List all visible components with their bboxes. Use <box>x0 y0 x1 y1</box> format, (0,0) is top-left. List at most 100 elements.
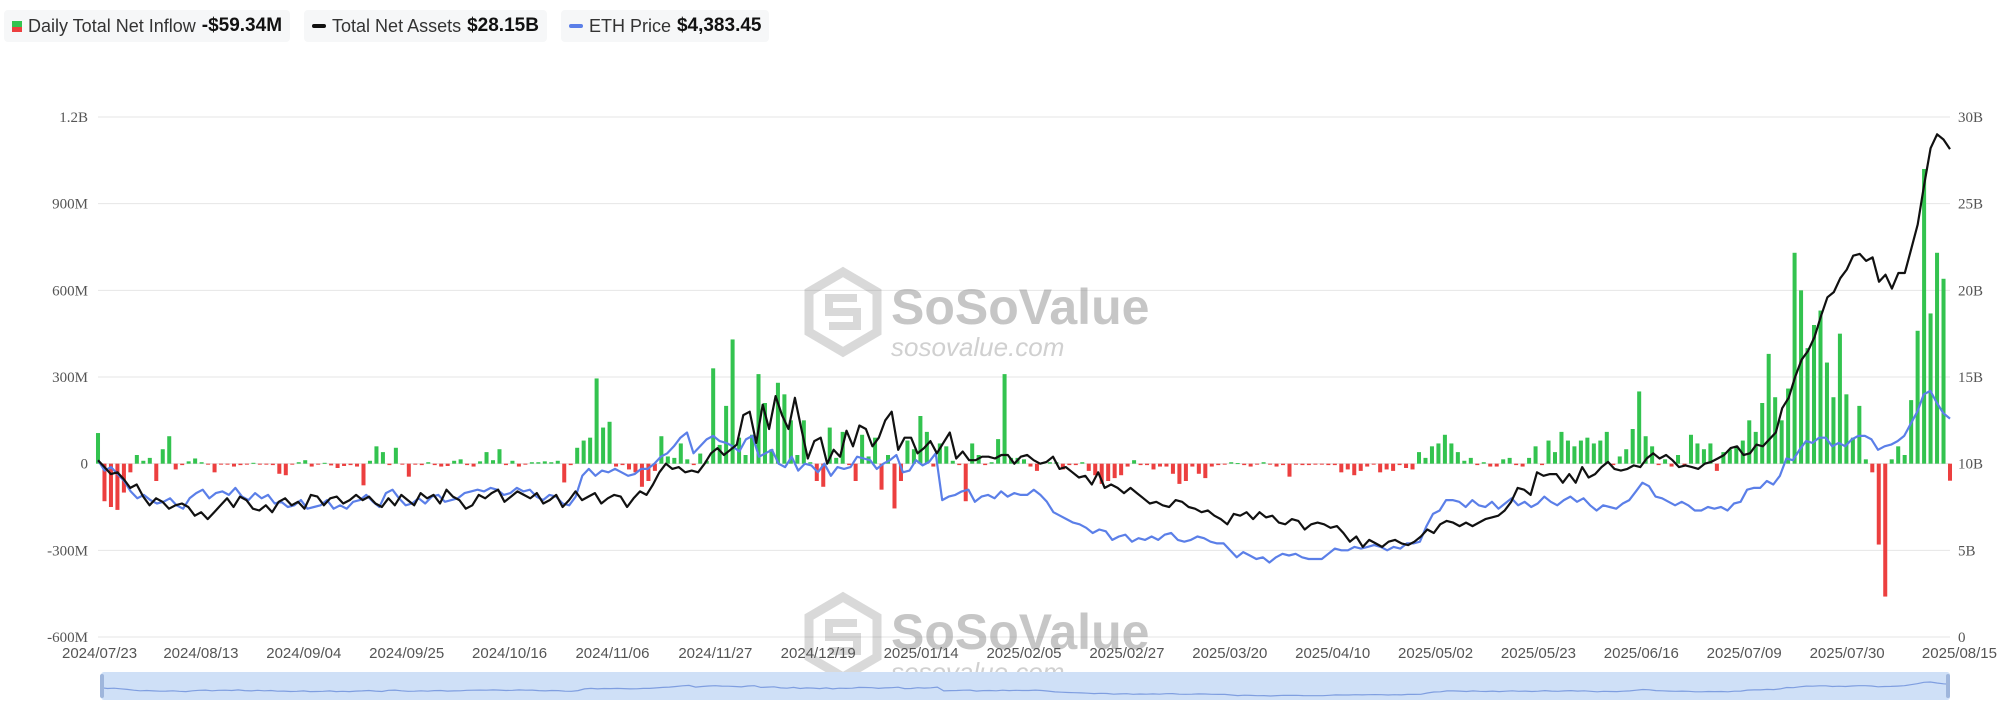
inflow-bar <box>1760 403 1765 464</box>
inflow-bar <box>1909 400 1914 464</box>
inflow-bar <box>1416 452 1422 464</box>
inflow-bar <box>1190 463 1195 467</box>
right-tick-label: 15B <box>1958 370 1983 386</box>
inflow-bar <box>555 460 560 464</box>
inflow-bar <box>490 460 496 464</box>
x-tick-label: 2025/01/14 <box>884 645 959 662</box>
inflow-bar <box>342 463 347 466</box>
inflow-bar <box>1546 440 1551 464</box>
inflow-bar <box>1792 252 1797 464</box>
inflow-bar <box>1319 463 1324 465</box>
inflow-bar <box>1145 463 1150 466</box>
inflow-bar <box>1850 437 1855 464</box>
inflow-bar <box>303 460 308 464</box>
inflow-bar <box>762 403 767 464</box>
legend-item-price[interactable]: ETH Price $4,383.45 <box>560 10 770 42</box>
inflow-bar <box>1391 463 1396 471</box>
legend-assets-value: $28.15B <box>467 15 539 36</box>
x-tick-label: 2024/11/06 <box>575 645 649 662</box>
inflow-bar <box>769 449 774 464</box>
inflow-bar <box>717 444 722 464</box>
inflow-bar <box>581 440 586 464</box>
inflow-bar <box>316 463 321 465</box>
right-tick-label: 0 <box>1958 630 1966 646</box>
inflow-bar <box>549 462 554 464</box>
left-tick-label: 300M <box>52 370 88 386</box>
inflow-bar <box>134 455 139 464</box>
inflow-bar <box>1352 463 1357 476</box>
inflow-bar <box>257 463 262 465</box>
inflow-bar <box>607 421 612 464</box>
inflow-bar <box>1902 455 1907 464</box>
inflow-bar <box>821 463 826 487</box>
inflow-bar <box>756 374 761 464</box>
inflow-bar <box>1669 463 1674 467</box>
inflow-bar <box>646 463 651 481</box>
inflow-bar <box>834 457 839 464</box>
inflow-bar <box>1779 420 1784 464</box>
inflow-bar <box>1565 440 1570 464</box>
inflow-bar <box>1397 463 1402 466</box>
inflow-bar <box>1099 463 1104 484</box>
logo-s <box>825 294 861 330</box>
x-tick-label: 2025/05/02 <box>1398 645 1473 662</box>
inflow-bar <box>141 460 146 464</box>
inflow-bar <box>367 460 372 464</box>
navigator-left-handle[interactable] <box>100 674 104 698</box>
inflow-bar <box>1268 463 1273 465</box>
legend: Daily Total Net Inflow -$59.34M Total Ne… <box>4 10 770 42</box>
inflow-bar <box>788 420 793 464</box>
inflow-bar <box>1442 434 1447 464</box>
inflow-bar <box>264 463 269 465</box>
inflow-bar <box>1824 362 1829 464</box>
inflow-bar <box>497 449 502 464</box>
inflow-bar <box>1138 463 1143 466</box>
navigator-right-handle[interactable] <box>1946 674 1950 698</box>
inflow-bar <box>1222 463 1227 465</box>
inflow-bar <box>1857 405 1862 464</box>
inflow-bar <box>1514 463 1519 466</box>
inflow-bar <box>1630 429 1635 464</box>
range-navigator[interactable] <box>100 672 1951 700</box>
inflow-bar <box>782 394 787 464</box>
inflow-bar <box>1863 459 1868 464</box>
x-axis: 2024/07/23 2024/08/13 2024/09/04 2024/09/25… <box>62 645 1997 662</box>
inflow-bar <box>348 463 353 466</box>
watermark-brand: SoSoValue <box>891 279 1149 335</box>
watermarks: SoSoValuesosovalue.comSoSoValuesosovalue… <box>804 266 1149 687</box>
inflow-bar <box>983 463 988 466</box>
logo-hex <box>804 266 882 358</box>
inflow-bar <box>652 463 657 471</box>
inflow-bar <box>1287 463 1292 477</box>
x-tick-label: 2024/09/04 <box>266 645 341 662</box>
inflow-bar <box>432 463 437 466</box>
inflow-bar <box>1805 348 1810 464</box>
inflow-bar <box>1034 463 1039 471</box>
inflow-bar <box>1281 463 1286 466</box>
legend-item-inflow[interactable]: Daily Total Net Inflow -$59.34M <box>4 10 291 42</box>
inflow-bar <box>1235 463 1240 465</box>
inflow-bar <box>989 462 994 464</box>
inflow-bar <box>1876 463 1881 545</box>
inflow-bar <box>471 463 476 467</box>
inflow-bar <box>1915 330 1920 464</box>
inflow-bar <box>575 447 580 464</box>
legend-item-assets[interactable]: Total Net Assets $28.15B <box>304 10 547 42</box>
inflow-bar <box>1896 446 1901 464</box>
inflow-bar <box>1812 325 1817 464</box>
inflow-bar <box>743 455 748 464</box>
inflow-bar <box>329 463 334 466</box>
inflow-bar <box>853 463 858 481</box>
inflow-bar <box>730 339 735 464</box>
navigator-selection[interactable] <box>101 672 1950 700</box>
right-tick-label: 25B <box>1958 197 1983 213</box>
total-net-assets-line <box>97 133 1951 548</box>
inflow-bar <box>568 463 573 466</box>
inflow-bar <box>199 462 204 464</box>
x-tick-label: 2025/02/27 <box>1089 645 1164 662</box>
inflow-bar <box>588 437 593 464</box>
inflow-bar <box>206 463 211 465</box>
inflow-bar <box>503 463 508 466</box>
x-tick-label: 2024/10/16 <box>472 645 547 662</box>
